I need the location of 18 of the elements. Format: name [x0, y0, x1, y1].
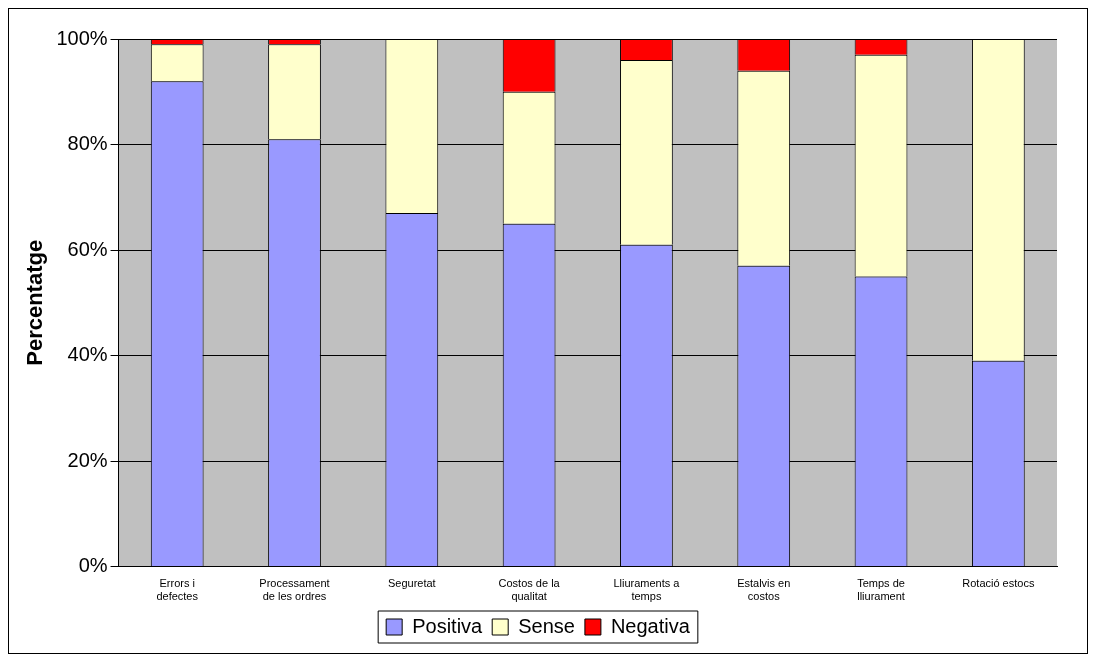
- legend-label: Negativa: [610, 614, 691, 637]
- x-tick-label: Processament de les ordres: [259, 577, 330, 603]
- y-tick-label: 20%: [67, 448, 108, 471]
- x-tick-label: Costos de la qualitat: [498, 577, 561, 603]
- y-axis-title: Percentatge: [22, 239, 48, 366]
- legend-label: Positiva: [412, 614, 484, 637]
- legend-label: Sense: [518, 614, 575, 637]
- x-tick-label: Temps de lliurament: [857, 577, 905, 603]
- y-tick-label: 100%: [56, 26, 108, 49]
- x-tick-label: Rotació estocs: [962, 577, 1035, 590]
- x-tick-label: Estalvis en costos: [737, 577, 791, 603]
- y-tick-label: 40%: [67, 343, 108, 366]
- x-tick-label: Errors i defectes: [156, 577, 199, 603]
- x-tick-label: Seguretat: [387, 577, 436, 590]
- y-tick-label: 0%: [78, 554, 108, 577]
- y-tick-label: 60%: [67, 237, 108, 260]
- x-tick-label: Lliuraments a temps: [613, 577, 681, 603]
- y-tick-label: 80%: [67, 132, 108, 155]
